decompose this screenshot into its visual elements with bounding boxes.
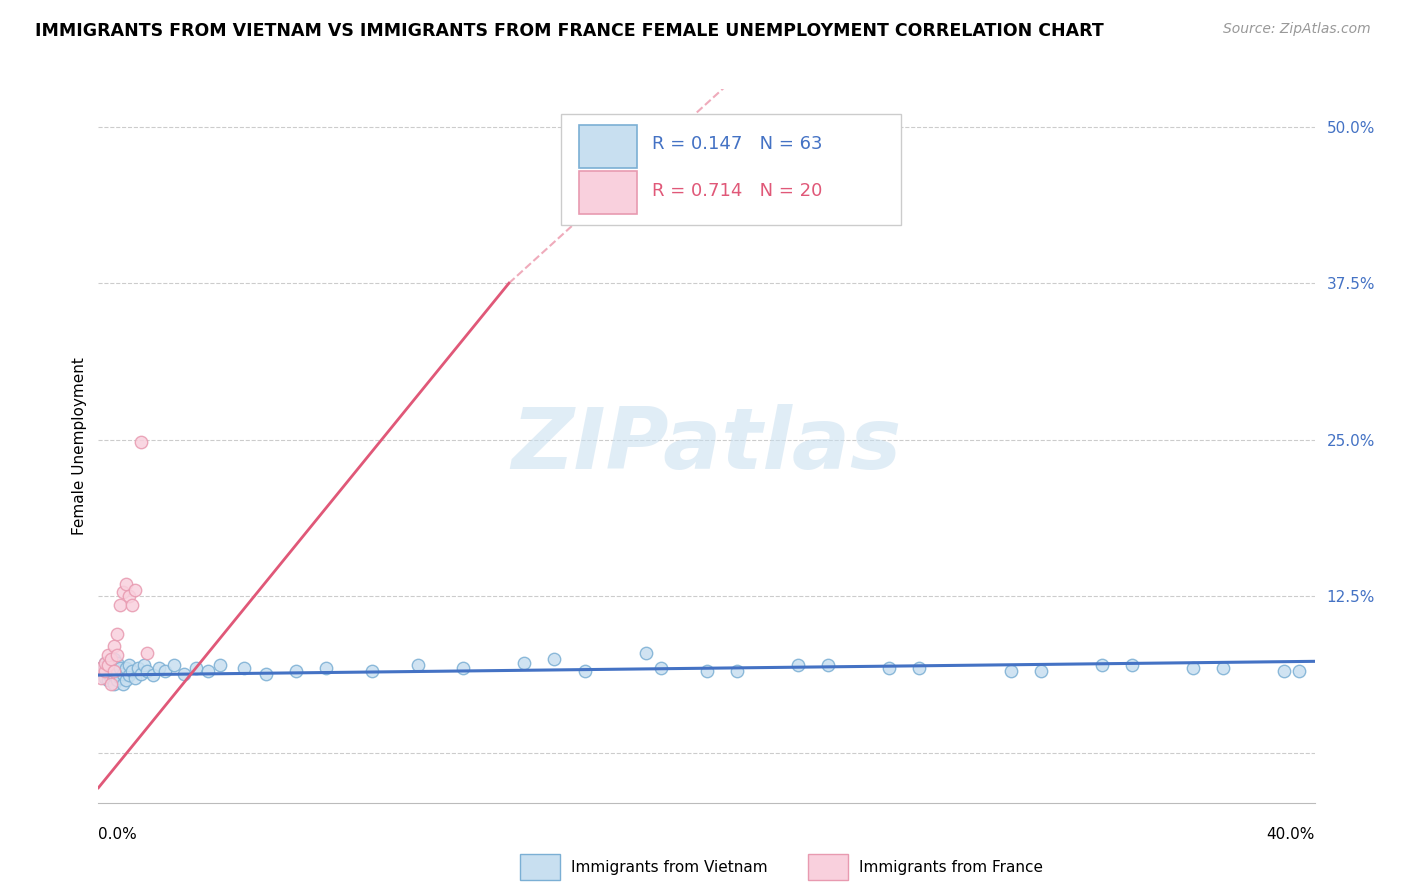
Point: [315, 660, 337, 674]
Point: [96, 666, 118, 681]
Point: [877, 660, 900, 674]
Point: [142, 668, 165, 682]
Point: [90, 671, 112, 685]
Point: [209, 658, 232, 673]
Point: [1288, 665, 1310, 679]
Point: [111, 666, 134, 681]
Point: [543, 652, 565, 666]
Point: [634, 646, 657, 660]
Point: [148, 660, 170, 674]
Point: [132, 658, 155, 673]
Point: [136, 665, 159, 679]
Point: [696, 665, 718, 679]
Point: [1182, 660, 1205, 674]
Point: [1091, 658, 1114, 673]
Point: [173, 666, 195, 681]
Point: [908, 660, 931, 674]
Point: [100, 677, 122, 691]
FancyBboxPatch shape: [579, 125, 637, 168]
Point: [136, 646, 159, 660]
Point: [105, 627, 128, 641]
Point: [118, 589, 141, 603]
Point: [121, 665, 143, 679]
Point: [124, 582, 146, 597]
Point: [285, 665, 308, 679]
Point: [96, 658, 118, 673]
Point: [105, 673, 128, 687]
Point: [121, 598, 143, 612]
Point: [93, 656, 115, 670]
Point: [127, 660, 149, 674]
Point: [103, 640, 125, 654]
Text: Immigrants from Vietnam: Immigrants from Vietnam: [571, 860, 768, 874]
Point: [90, 660, 112, 674]
Point: [184, 660, 207, 674]
Point: [100, 671, 122, 685]
Point: [108, 671, 131, 685]
Point: [1212, 660, 1234, 674]
Point: [114, 576, 136, 591]
Point: [1000, 665, 1022, 679]
Point: [574, 665, 596, 679]
Text: IMMIGRANTS FROM VIETNAM VS IMMIGRANTS FROM FRANCE FEMALE UNEMPLOYMENT CORRELATIO: IMMIGRANTS FROM VIETNAM VS IMMIGRANTS FR…: [35, 22, 1104, 40]
Point: [118, 668, 141, 682]
Text: R = 0.147   N = 63: R = 0.147 N = 63: [652, 136, 823, 153]
Point: [1121, 658, 1143, 673]
Y-axis label: Female Unemployment: Female Unemployment: [72, 357, 87, 535]
Point: [233, 660, 256, 674]
Point: [361, 665, 384, 679]
Point: [96, 648, 118, 662]
Point: [103, 665, 125, 679]
Point: [90, 665, 112, 679]
Text: 0.0%: 0.0%: [98, 827, 138, 841]
Point: [96, 673, 118, 687]
Point: [129, 435, 152, 450]
Point: [817, 658, 839, 673]
FancyBboxPatch shape: [561, 114, 901, 225]
Point: [100, 652, 122, 666]
Point: [725, 665, 748, 679]
Point: [453, 660, 475, 674]
Text: Immigrants from France: Immigrants from France: [859, 860, 1043, 874]
Text: 40.0%: 40.0%: [1267, 827, 1315, 841]
Point: [114, 673, 136, 687]
Point: [155, 665, 177, 679]
Text: R = 0.714   N = 20: R = 0.714 N = 20: [652, 182, 823, 200]
Point: [105, 648, 128, 662]
Point: [93, 671, 115, 685]
Point: [103, 652, 125, 666]
Point: [124, 671, 146, 685]
Point: [103, 677, 125, 691]
Point: [103, 668, 125, 682]
Point: [111, 585, 134, 599]
Point: [118, 658, 141, 673]
Point: [108, 660, 131, 674]
Point: [1029, 665, 1052, 679]
Point: [93, 665, 115, 679]
Point: [96, 658, 118, 673]
Point: [100, 660, 122, 674]
Text: Source: ZipAtlas.com: Source: ZipAtlas.com: [1223, 22, 1371, 37]
Point: [254, 666, 277, 681]
Point: [93, 656, 115, 670]
Point: [197, 665, 219, 679]
Point: [786, 658, 808, 673]
Point: [1272, 665, 1295, 679]
Point: [108, 598, 131, 612]
Point: [114, 660, 136, 674]
Point: [650, 660, 672, 674]
Text: ZIPatlas: ZIPatlas: [512, 404, 901, 488]
Point: [105, 656, 128, 670]
Point: [129, 666, 152, 681]
Point: [513, 656, 536, 670]
Point: [163, 658, 186, 673]
FancyBboxPatch shape: [579, 171, 637, 214]
Point: [111, 677, 134, 691]
Point: [406, 658, 429, 673]
Point: [90, 660, 112, 674]
Point: [105, 665, 128, 679]
